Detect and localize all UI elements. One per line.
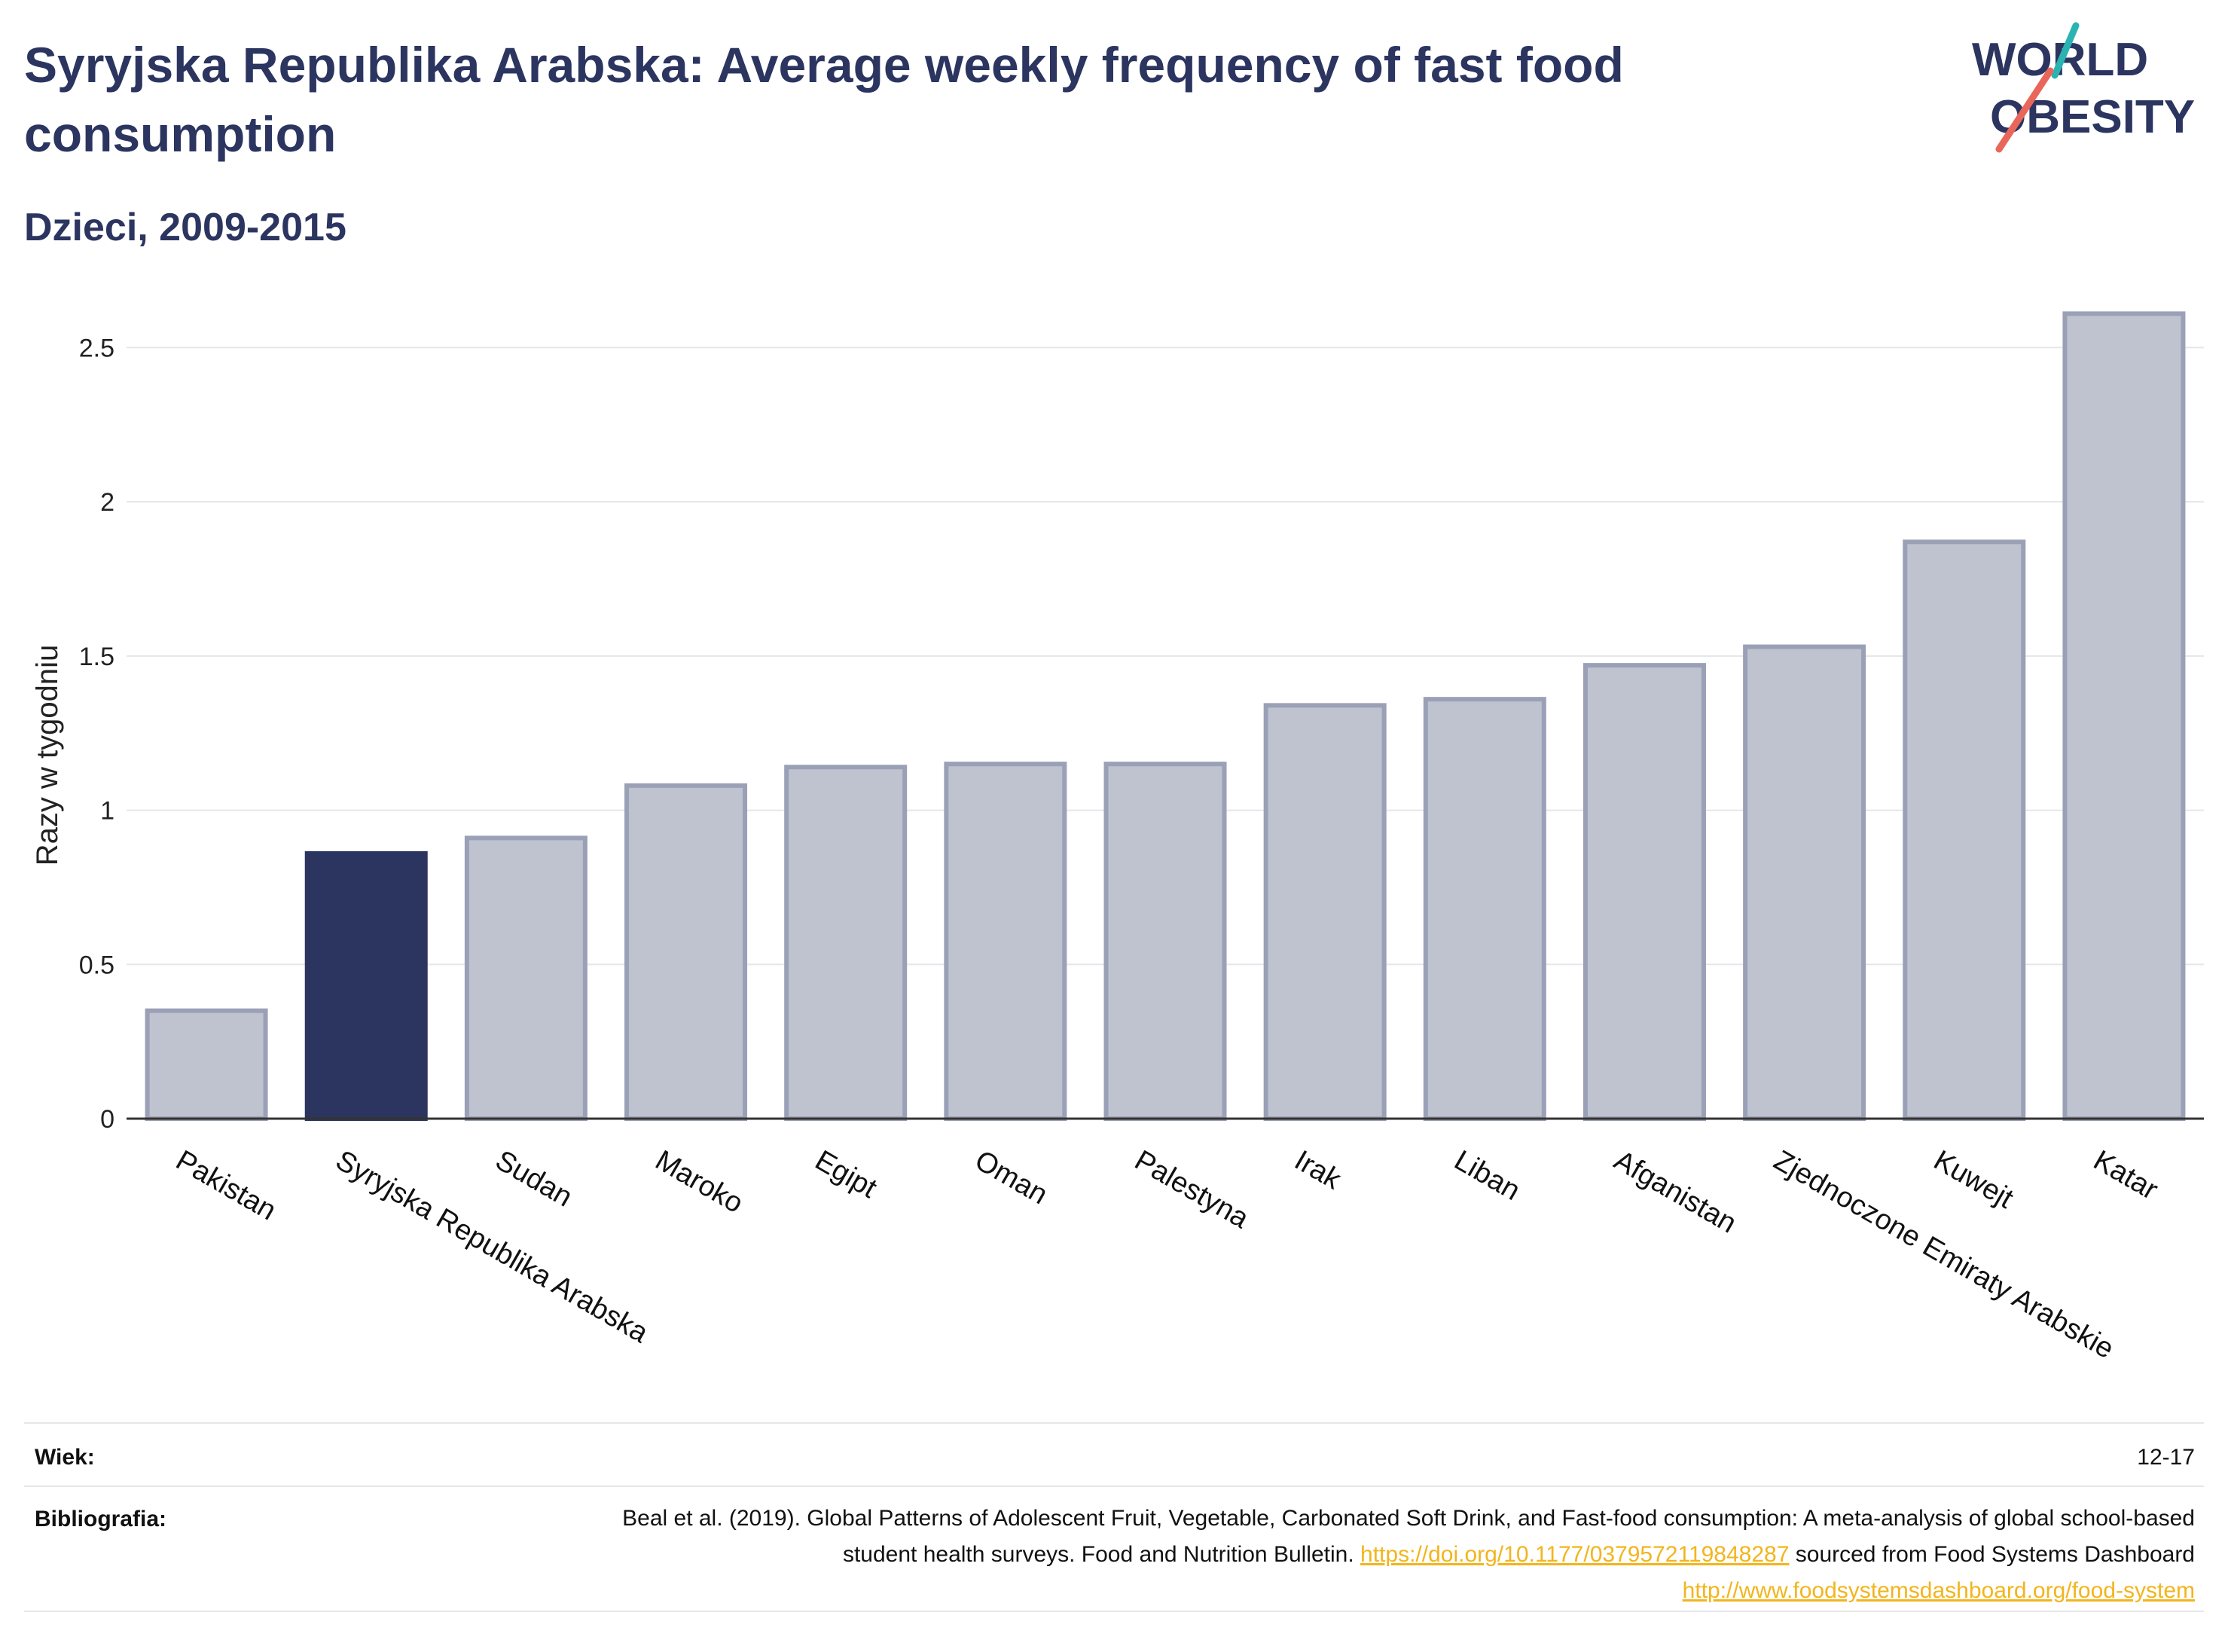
- bar-katar[interactable]: [2062, 311, 2186, 1122]
- age-value: 12-17: [2137, 1445, 2195, 1470]
- bibliography-text: Beal et al. (2019). Global Patterns of A…: [568, 1501, 2195, 1609]
- logo-slash-teal: [2051, 22, 2080, 79]
- bar-egipt[interactable]: [784, 765, 908, 1122]
- logo-text-obesity: OBESITY: [1990, 91, 2195, 143]
- bar-chart: 0 0.5 1 1.5 2 2.5 Pakistan Syryjska Republika …: [31, 311, 2204, 1365]
- x-tick-label: Syryjska Republika Arabska: [331, 1144, 655, 1349]
- doi-link[interactable]: https://doi.org/10.1177/0379572119848287: [1360, 1542, 1790, 1567]
- footer-divider-middle: [24, 1486, 2204, 1487]
- x-tick-label: Oman: [969, 1144, 1053, 1211]
- bar-irak[interactable]: [1263, 703, 1387, 1121]
- chart-title: Syryjska Republika Arabska: Average week…: [24, 37, 1624, 162]
- bar-zjednoczone-emiraty-arabskie[interactable]: [1743, 644, 1866, 1121]
- food-systems-link[interactable]: http://www.foodsystemsdashboard.org/food…: [1682, 1578, 2195, 1603]
- bar-afganistan[interactable]: [1582, 663, 1706, 1121]
- footer-divider-top: [24, 1422, 2204, 1424]
- y-tick-label: 1: [100, 797, 114, 826]
- bars: [145, 311, 2186, 1122]
- x-tick-label: Afganistan: [1609, 1144, 1742, 1239]
- y-tick-label: 2.5: [79, 334, 114, 362]
- bar-palestyna[interactable]: [1103, 762, 1227, 1121]
- x-tick-label: Katar: [2088, 1144, 2163, 1206]
- age-label: Wiek:: [35, 1445, 95, 1470]
- bibliography-source: sourced from Food Systems Dashboard: [1795, 1542, 2195, 1567]
- chart-subtitle: Dzieci, 2009-2015: [24, 206, 346, 249]
- y-tick-labels: 0 0.5 1 1.5 2 2.5: [79, 334, 114, 1134]
- bibliography-citation: Beal et al. (2019). Global Patterns of A…: [622, 1506, 2195, 1567]
- bar-sudan[interactable]: [464, 835, 588, 1121]
- x-tick-label: Kuwejt: [1928, 1144, 2019, 1215]
- x-tick-label: Irak: [1289, 1144, 1347, 1196]
- bar-pakistan[interactable]: [145, 1008, 268, 1121]
- x-tick-label: Sudan: [490, 1144, 578, 1213]
- world-obesity-logo: WORLD OBESITY: [1972, 22, 2195, 153]
- x-tick-label: Egipt: [810, 1144, 882, 1205]
- bar-liban[interactable]: [1423, 697, 1546, 1121]
- bibliography-label: Bibliografia:: [35, 1507, 167, 1531]
- y-tick-label: 2: [100, 488, 114, 517]
- y-tick-label: 0.5: [79, 951, 114, 979]
- y-axis-label: Razy w tygodniu: [31, 645, 64, 866]
- logo-slash-red: [1995, 67, 2054, 153]
- y-tick-label: 0: [100, 1105, 114, 1134]
- x-tick-label: Maroko: [650, 1144, 749, 1220]
- x-tick-label: Liban: [1449, 1144, 1526, 1207]
- y-tick-label: 1.5: [79, 643, 114, 671]
- footer-divider-bottom: [24, 1611, 2204, 1612]
- bar-maroko[interactable]: [624, 783, 748, 1121]
- bar-oman[interactable]: [944, 762, 1067, 1121]
- x-tick-label: Pakistan: [170, 1144, 281, 1226]
- x-tick-label: Palestyna: [1129, 1144, 1254, 1235]
- bar-kuwejt[interactable]: [1903, 539, 2026, 1121]
- bar-syryjska-republika-arabska[interactable]: [304, 850, 428, 1122]
